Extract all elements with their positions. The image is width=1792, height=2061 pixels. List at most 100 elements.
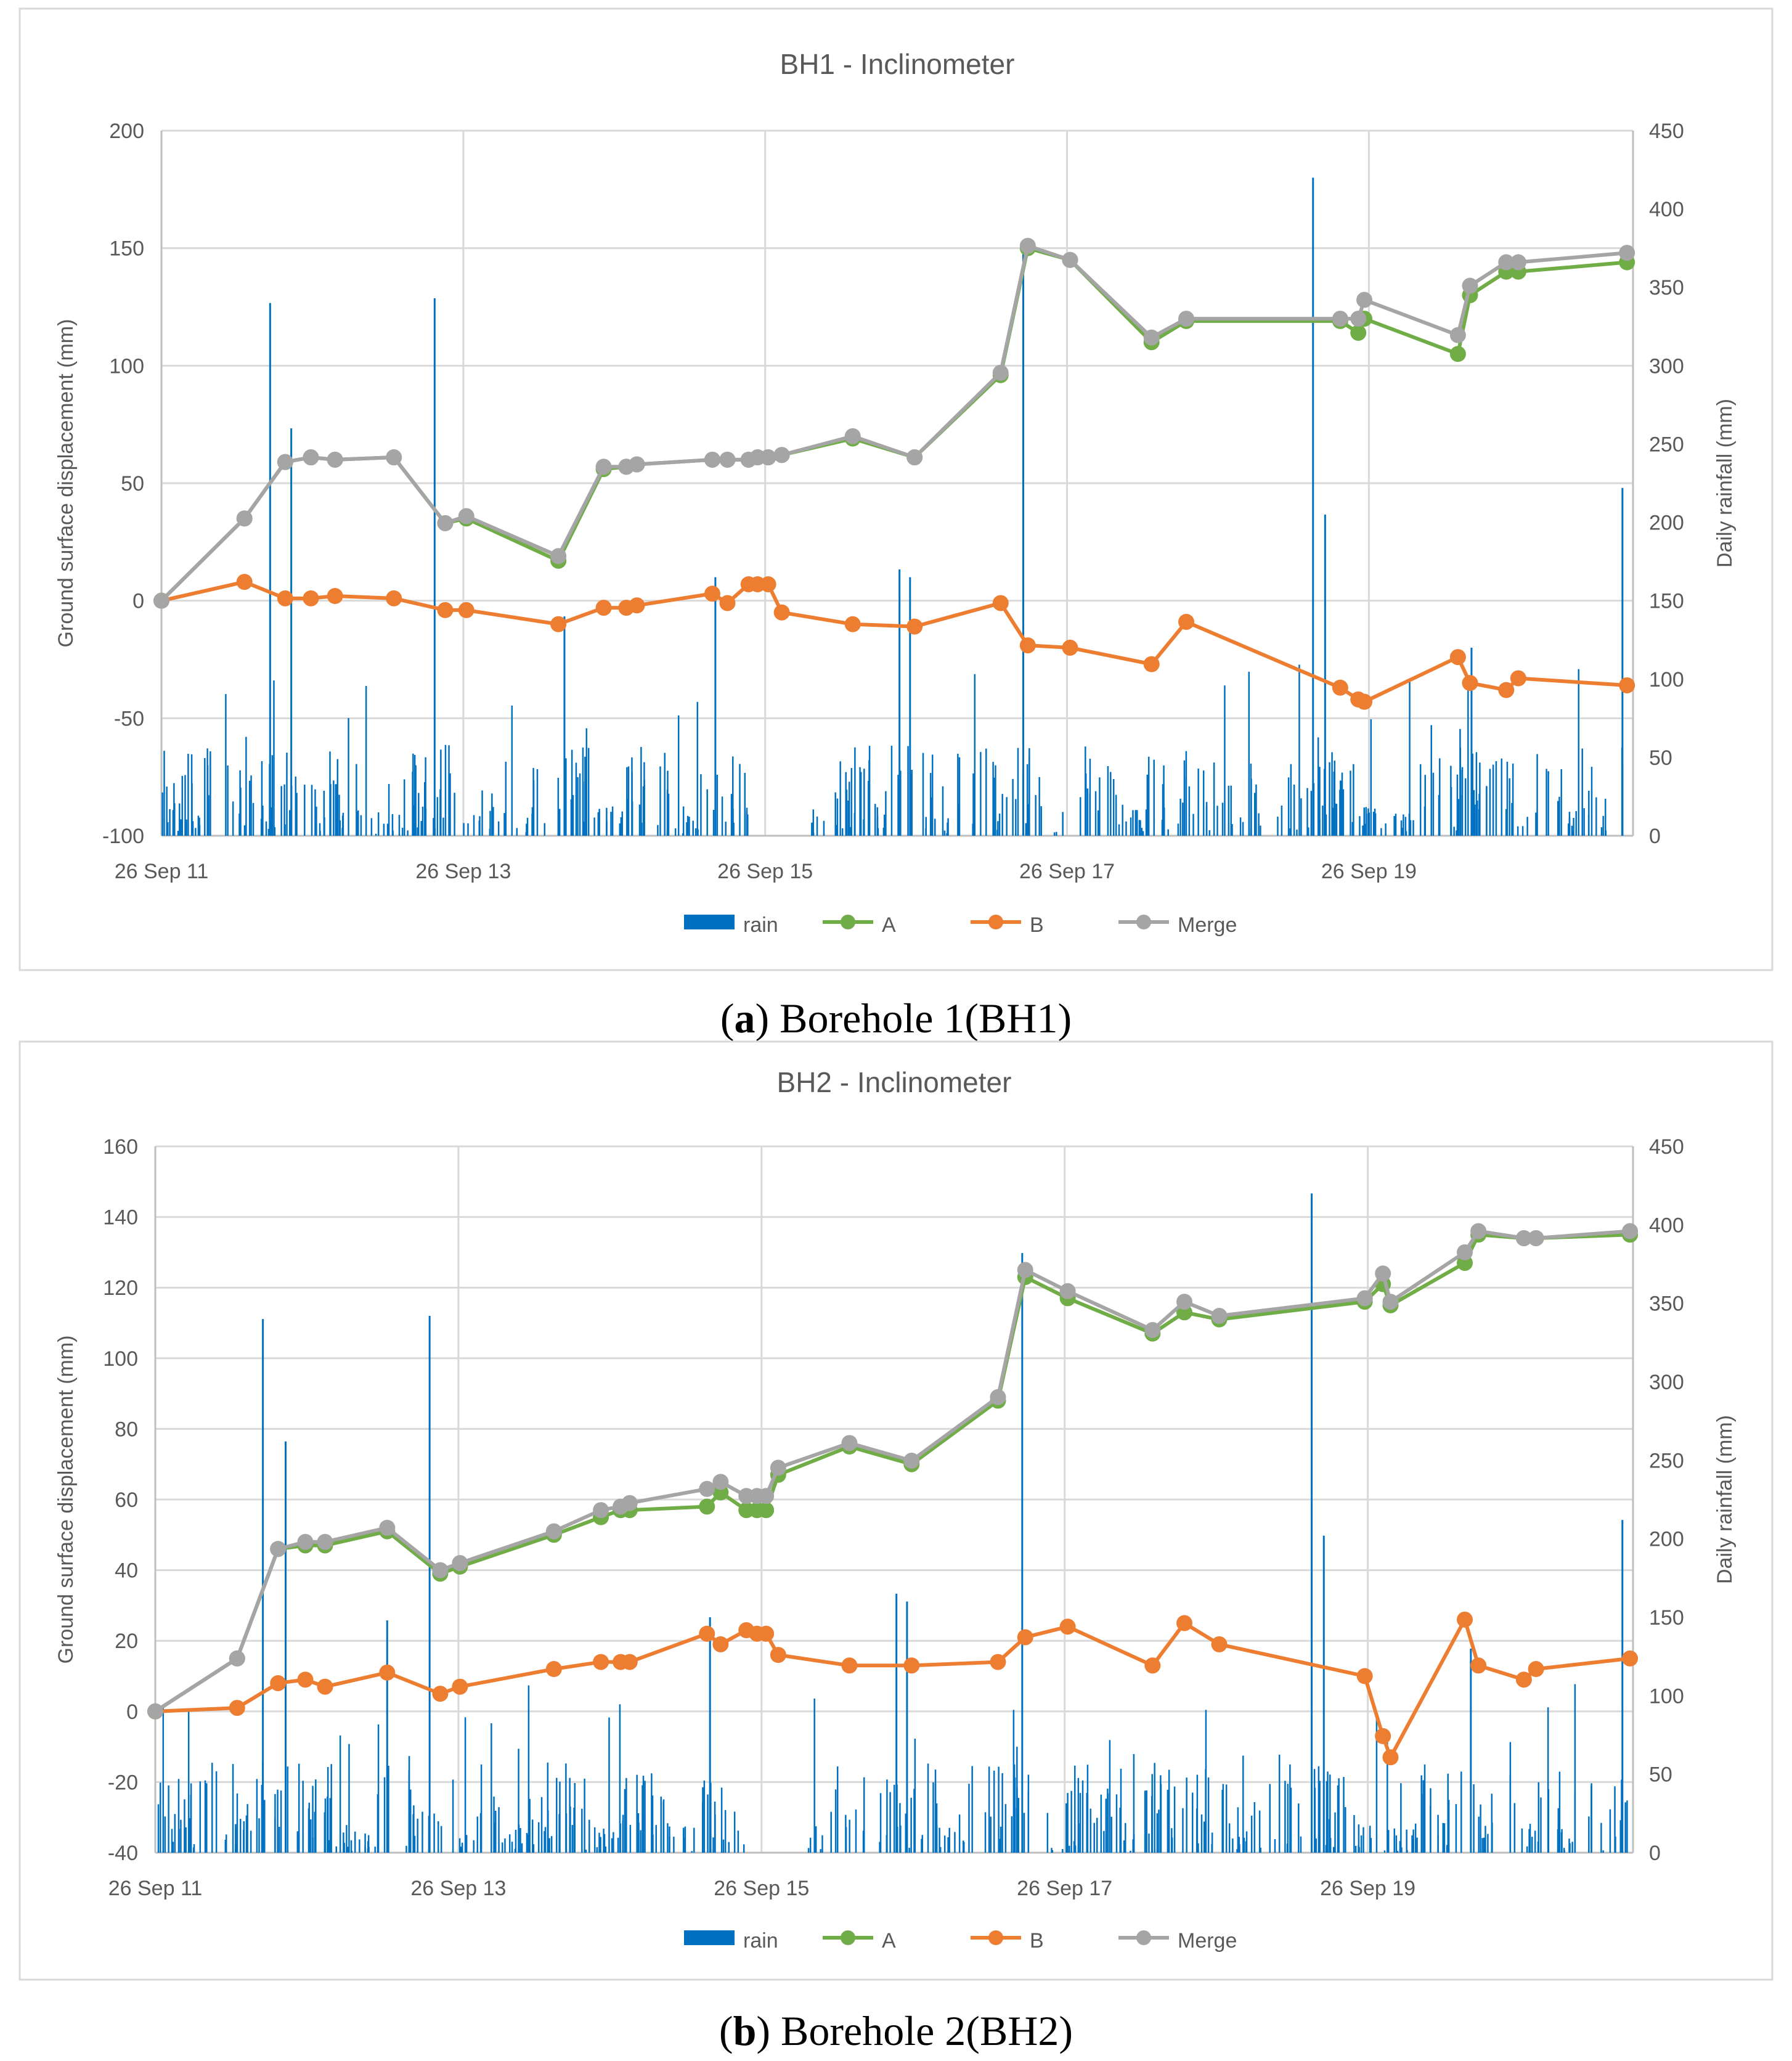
caption-open-paren: ( [720,995,735,1042]
data-point-merge [270,1541,287,1557]
data-point-merge [229,1650,245,1667]
legend-label: Merge [1178,1929,1237,1953]
data-point-b [545,1661,562,1678]
data-point-b [1356,1668,1373,1684]
y2-axis-title: Daily rainfall (mm) [1713,399,1737,568]
y2-tick-label: 350 [1649,1292,1684,1316]
legend-item-merge: Merge [1118,1929,1237,1953]
x-tick-label: 26 Sep 17 [1019,860,1115,883]
data-point-b [1462,675,1478,692]
data-point-merge [1498,254,1515,271]
caption-open-paren: ( [719,2007,733,2054]
data-point-b [437,602,454,618]
data-point-merge [1143,329,1160,346]
data-point-merge [629,456,645,473]
legend-label: A [882,1929,896,1953]
data-point-merge [1375,1265,1391,1282]
data-point-b [432,1686,449,1702]
data-point-b [303,590,319,606]
y-axis-title: Ground surface displacement (mm) [54,319,78,648]
data-point-b [1510,670,1526,687]
data-point-b [906,618,923,635]
data-point-merge [1515,1230,1532,1246]
data-point-merge [712,1474,729,1490]
data-point-merge [432,1562,449,1578]
data-point-b [770,1647,786,1663]
y2-tick-label: 250 [1649,433,1684,456]
data-point-merge [277,454,293,470]
legend-marker [841,1930,855,1945]
data-point-b [386,590,402,606]
y-tick-label: 120 [103,1276,138,1300]
y2-tick-label: 0 [1649,825,1661,848]
data-point-merge [379,1519,396,1536]
figure-caption: (b) Borehole 2(BH2) [719,2007,1073,2054]
legend-item-a: A [823,1929,896,1953]
y2-tick-label: 350 [1649,276,1684,300]
legend-marker [988,915,1003,929]
data-point-b [1619,677,1635,693]
y2-tick-label: 100 [1649,668,1684,692]
x-tick-label: 26 Sep 13 [410,1877,506,1900]
data-point-merge [699,1480,715,1497]
y-tick-label: 50 [121,472,144,496]
legend: rain A B Merge [684,1929,1237,1953]
data-point-merge [770,1459,786,1476]
data-point-a [699,1498,715,1515]
chart-title: BH1 - Inclinometer [780,48,1015,80]
y2-tick-label: 300 [1649,1371,1684,1394]
data-point-b [229,1700,245,1716]
data-point-b [1515,1671,1532,1688]
data-point-merge [550,548,567,565]
caption-body: ) Borehole 1(BH1) [755,995,1072,1042]
legend-label: rain [743,1929,778,1953]
legend-label: A [882,913,896,937]
y-tick-label: 100 [103,1347,138,1371]
data-point-b [841,1657,858,1674]
legend-swatch [684,1930,735,1945]
y2-tick-label: 400 [1649,198,1684,221]
y-axis-title: Ground surface displacement (mm) [54,1336,78,1664]
data-point-merge [452,1555,468,1572]
data-point-merge [990,1389,1006,1405]
figure-caption: (a) Borehole 1(BH1) [720,995,1072,1042]
series-merge [147,1223,1639,1720]
y2-tick-label: 150 [1649,590,1684,613]
y2-tick-label: 50 [1649,1763,1672,1787]
data-point-b [1017,1629,1033,1646]
y-tick-label: 60 [115,1488,138,1512]
legend-item-a: A [823,913,896,937]
caption-body: ) Borehole 2(BH2) [756,2007,1073,2054]
data-point-merge [327,451,343,468]
data-point-b [327,588,343,605]
legend-label: rain [743,913,778,937]
data-point-b [1019,637,1036,654]
data-point-b [1178,613,1195,630]
legend-swatch [684,915,735,929]
y2-tick-label: 200 [1649,512,1684,535]
data-point-b [712,1636,729,1652]
chart-panel-bh2: BH2 - Inclinometer -40 -20 0 20 40 60 80 100 120 1… [18,1040,1774,2054]
series-line-b [155,1617,1631,1760]
y-tick-label: 160 [103,1135,138,1159]
data-point-b [758,1625,775,1642]
y-tick-label: -20 [108,1771,138,1794]
data-point-merge [1332,311,1348,327]
data-point-merge [1019,237,1036,254]
data-point-b [297,1671,314,1688]
legend-item-merge: Merge [1118,913,1237,937]
series-b [147,1611,1639,1766]
legend-label: B [1030,913,1044,937]
data-point-b [1449,649,1466,666]
y-tick-label: 200 [109,120,144,143]
data-point-b [1470,1657,1487,1674]
rain-series [161,178,1624,836]
x-tick-label: 26 Sep 11 [108,1877,203,1900]
data-point-merge [147,1703,163,1720]
data-point-b [773,604,790,621]
data-point-merge [1211,1308,1228,1324]
rain-series [157,1193,1628,1853]
legend-item-rain: rain [684,1929,778,1953]
y-tick-label: 40 [115,1559,138,1583]
legend-marker [841,915,855,929]
